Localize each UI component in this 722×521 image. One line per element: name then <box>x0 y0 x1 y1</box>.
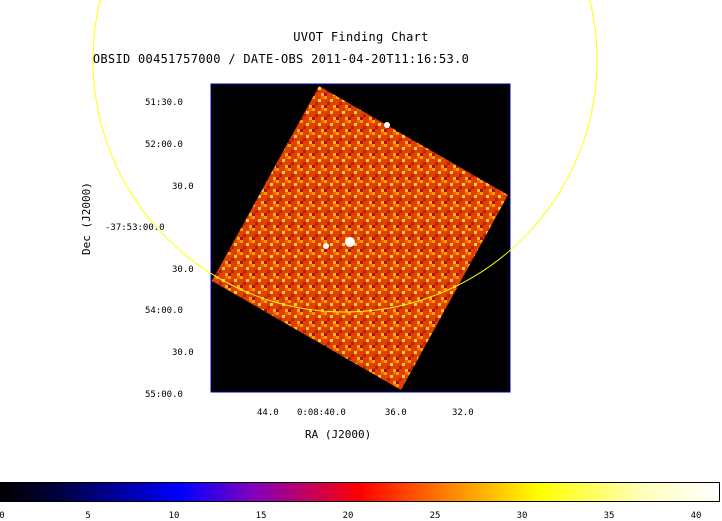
y-tick: 51:30.0 <box>145 98 183 108</box>
colorbar-tick: 15 <box>255 511 267 521</box>
finding-chart-image <box>92 0 598 393</box>
star <box>384 122 390 128</box>
y-tick: 30.0 <box>172 265 194 275</box>
chart-title: UVOT Finding Chart <box>293 30 429 44</box>
y-tick: 55:00.0 <box>145 390 183 400</box>
chart-subtitle: OBSID 00451757000 / DATE-OBS 2011-04-20T… <box>92 52 470 66</box>
y-tick: 54:00.0 <box>145 306 183 316</box>
y-tick: 30.0 <box>172 348 194 358</box>
colorbar <box>0 482 720 502</box>
colorbar-tick: 20 <box>342 511 354 521</box>
y-axis-label: Dec (J2000) <box>80 182 93 255</box>
colorbar-tick: 40 <box>690 511 702 521</box>
colorbar-tick: 30 <box>516 511 528 521</box>
source-star <box>345 237 355 247</box>
colorbar-tick: 35 <box>603 511 615 521</box>
y-tick: 30.0 <box>172 182 194 192</box>
y-tick: 52:00.0 <box>145 140 183 150</box>
error-circle <box>92 0 598 313</box>
colorbar-tick: 10 <box>168 511 180 521</box>
x-tick: 0:08:40.0 <box>297 408 346 418</box>
x-tick: 32.0 <box>452 408 474 418</box>
x-tick: 44.0 <box>257 408 279 418</box>
exposure-map <box>212 86 508 390</box>
y-tick: -37:53:00.0 <box>105 223 165 233</box>
star <box>323 243 329 249</box>
x-tick: 36.0 <box>385 408 407 418</box>
x-axis-label: RA (J2000) <box>305 428 372 441</box>
colorbar-tick: 5 <box>85 511 91 521</box>
colorbar-tick: 0 <box>0 511 5 521</box>
colorbar-tick: 25 <box>429 511 441 521</box>
